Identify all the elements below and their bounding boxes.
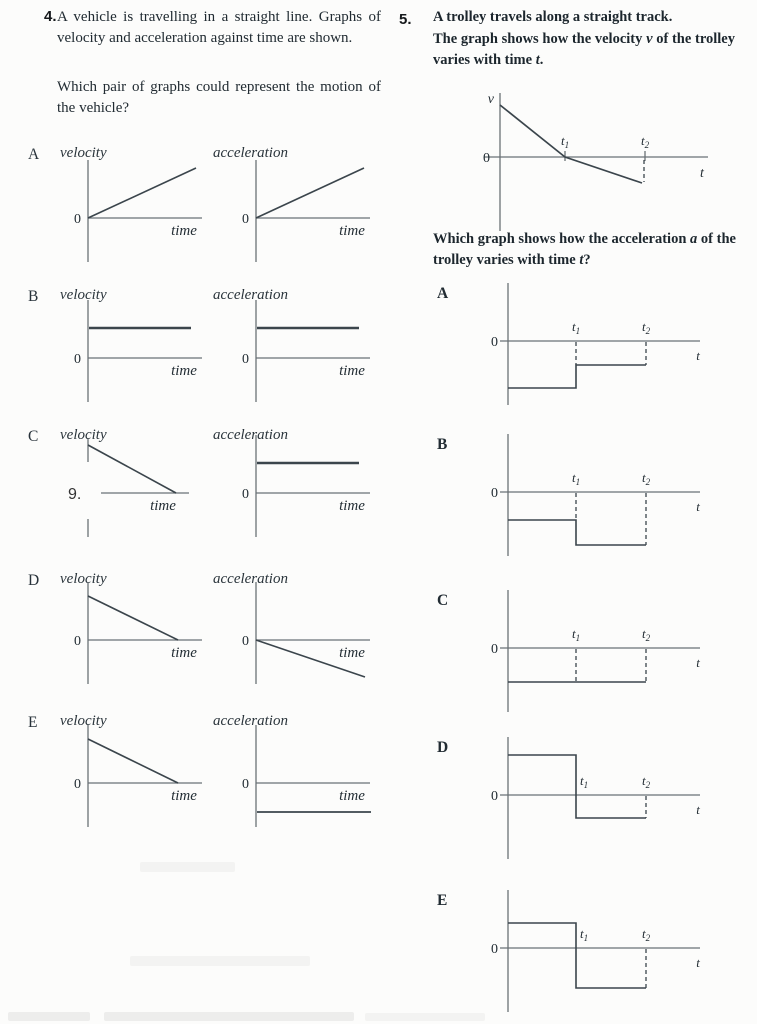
svg-text:time: time <box>339 498 365 514</box>
svg-text:0: 0 <box>74 777 81 792</box>
svg-text:t1: t1 <box>580 926 588 943</box>
svg-text:t2: t2 <box>642 773 651 790</box>
q4-option-c-velocity-graph: 9. time <box>68 439 189 537</box>
q5-option-c-letter: C <box>437 592 449 609</box>
question-5-prompt: Which graph shows how the acceleration a… <box>433 231 736 268</box>
q4-d-acceleration-title: acceleration <box>213 571 288 587</box>
svg-text:time: time <box>171 363 197 379</box>
scan-smudge <box>140 862 235 872</box>
q5-option-e-graph: 0 t t1 t2 <box>491 890 700 1012</box>
q4-option-b-acceleration-graph: 0 time <box>242 300 370 402</box>
svg-text:t: t <box>696 499 700 514</box>
q5-option-d-letter: D <box>437 739 449 756</box>
svg-text:t: t <box>696 348 700 363</box>
question-5-graph-caption: The graph shows how the velocity v of th… <box>433 31 735 68</box>
q5-option-b-graph: 0 t t1 t2 <box>491 434 700 556</box>
scan-smudge <box>130 956 310 966</box>
svg-text:0: 0 <box>483 151 490 166</box>
q4-option-d-letter: D <box>28 572 40 589</box>
q4-option-a-velocity-graph: 0 time <box>74 160 202 262</box>
q5-option-a-letter: A <box>437 285 449 302</box>
q5-velocity-time-graph: v 0 t t1 t2 <box>483 92 708 231</box>
svg-text:t1: t1 <box>572 626 580 643</box>
svg-text:time: time <box>171 645 197 661</box>
q4-c-velocity-title: velocity <box>60 427 107 443</box>
svg-text:v: v <box>488 92 495 107</box>
q4-option-d-acceleration-graph: 0 time <box>242 582 370 684</box>
q4-e-velocity-title: velocity <box>60 713 107 729</box>
q4-option-b-letter: B <box>28 288 39 305</box>
q4-option-c-letter: C <box>28 428 39 445</box>
svg-text:0: 0 <box>491 942 498 957</box>
svg-text:0: 0 <box>491 642 498 657</box>
svg-text:0: 0 <box>491 789 498 804</box>
q4-a-velocity-title: velocity <box>60 145 107 161</box>
q4-d-velocity-title: velocity <box>60 571 107 587</box>
q4-option-e-acceleration-graph: 0 time <box>242 725 371 827</box>
q5-option-d-graph: 0 t t1 t2 <box>491 737 700 859</box>
svg-text:t: t <box>696 955 700 970</box>
question-4-intro: A vehicle is travelling in a straight li… <box>57 9 381 46</box>
q4-option-a-acceleration-graph: 0 time <box>242 160 370 262</box>
svg-text:0: 0 <box>491 486 498 501</box>
svg-text:0: 0 <box>242 487 249 502</box>
q4-b-acceleration-title: acceleration <box>213 287 288 303</box>
svg-text:t1: t1 <box>572 319 580 336</box>
svg-text:time: time <box>339 223 365 239</box>
svg-text:0: 0 <box>491 335 498 350</box>
question-4-prompt: Which pair of graphs could represent the… <box>57 79 381 116</box>
svg-text:0: 0 <box>242 777 249 792</box>
svg-text:0: 0 <box>74 634 81 649</box>
svg-text:t1: t1 <box>572 470 580 487</box>
q4-option-c-acceleration-graph: 0 time <box>242 435 370 537</box>
question-5-number: 5. <box>399 11 412 28</box>
q5-option-c-graph: 0 t t1 t2 <box>491 590 700 712</box>
svg-text:time: time <box>171 223 197 239</box>
svg-text:t1: t1 <box>561 133 569 150</box>
svg-text:0: 0 <box>74 212 81 227</box>
svg-text:time: time <box>339 363 365 379</box>
q4-option-b-velocity-graph: 0 time <box>74 300 202 402</box>
q5-option-e-letter: E <box>437 892 448 909</box>
question-5-intro: A trolley travels along a straight track… <box>433 9 673 25</box>
q5-option-b-letter: B <box>437 436 448 453</box>
svg-text:0: 0 <box>74 352 81 367</box>
svg-text:t1: t1 <box>580 773 588 790</box>
svg-text:t2: t2 <box>642 319 651 336</box>
svg-text:t2: t2 <box>642 470 651 487</box>
svg-text:t: t <box>700 166 705 181</box>
q4-option-e-velocity-graph: 0 time <box>74 725 202 827</box>
svg-text:t: t <box>696 802 700 817</box>
q4-option-e-letter: E <box>28 714 38 731</box>
q4-a-acceleration-title: acceleration <box>213 145 288 161</box>
q5-option-a-graph: 0 t t1 t2 <box>491 283 700 405</box>
q4-b-velocity-title: velocity <box>60 287 107 303</box>
q4-e-acceleration-title: acceleration <box>213 713 288 729</box>
svg-text:t2: t2 <box>642 926 651 943</box>
svg-text:9.: 9. <box>68 486 81 503</box>
svg-text:time: time <box>171 788 197 804</box>
svg-text:0: 0 <box>242 634 249 649</box>
svg-text:time: time <box>150 498 176 514</box>
q4-c-acceleration-title: acceleration <box>213 427 288 443</box>
svg-text:time: time <box>339 645 365 661</box>
svg-text:time: time <box>339 788 365 804</box>
svg-text:t: t <box>696 655 700 670</box>
q4-option-a-letter: A <box>28 146 40 163</box>
svg-text:t2: t2 <box>642 626 651 643</box>
question-4-number: 4. <box>44 8 57 25</box>
scan-smudge <box>8 1012 90 1021</box>
svg-text:0: 0 <box>242 352 249 367</box>
svg-text:t2: t2 <box>641 133 650 150</box>
scan-smudge <box>104 1012 354 1021</box>
svg-text:0: 0 <box>242 212 249 227</box>
q4-option-d-velocity-graph: 0 time <box>74 582 202 684</box>
scan-smudge <box>365 1013 485 1021</box>
